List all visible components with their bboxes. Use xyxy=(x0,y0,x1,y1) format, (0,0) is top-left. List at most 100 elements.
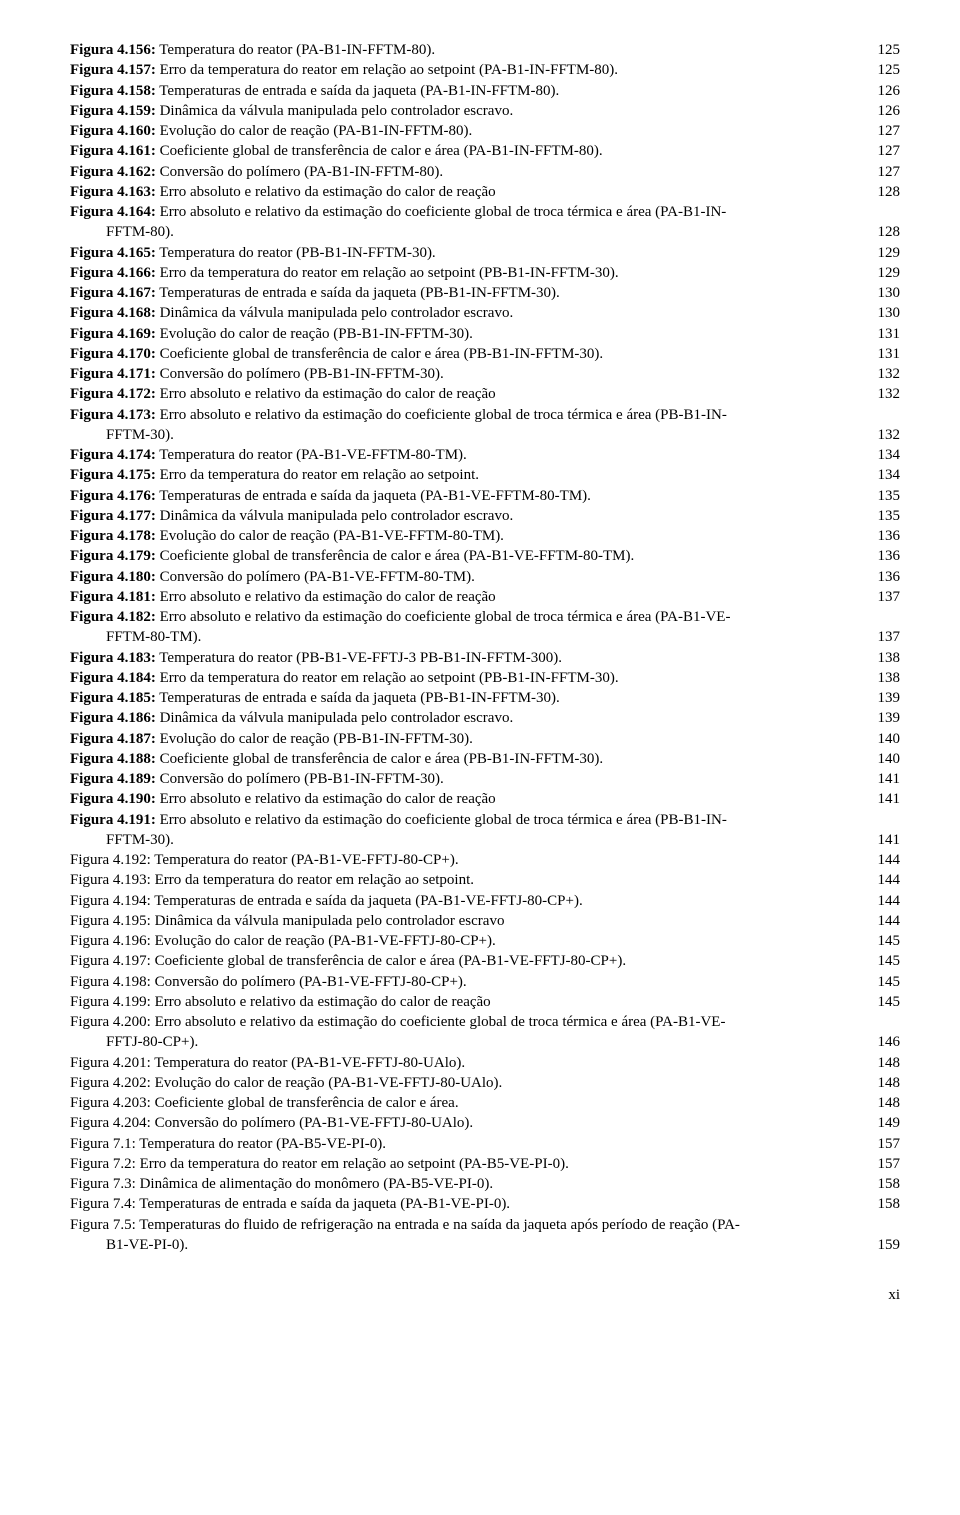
toc-entry: Figura 4.191: Erro absoluto e relativo d… xyxy=(70,810,900,830)
toc-entry-page: 138 xyxy=(874,668,901,688)
toc-entry-page: 136 xyxy=(874,526,901,546)
toc-entry-page: 135 xyxy=(874,486,901,506)
toc-entry-label: Figura 4.156: Temperatura do reator (PA-… xyxy=(70,40,435,60)
toc-entry: Figura 4.189: Conversão do polímero (PB-… xyxy=(70,769,900,789)
toc-entry-label: Figura 4.202: Evolução do calor de reaçã… xyxy=(70,1073,502,1093)
toc-entry: Figura 7.3: Dinâmica de alimentação do m… xyxy=(70,1174,900,1194)
toc-entry: Figura 4.190: Erro absoluto e relativo d… xyxy=(70,789,900,809)
toc-entry-continuation: B1-VE-PI-0).159 xyxy=(70,1235,900,1255)
toc-entry-label: Figura 4.186: Dinâmica da válvula manipu… xyxy=(70,708,513,728)
toc-entry-label: Figura 4.196: Evolução do calor de reaçã… xyxy=(70,931,496,951)
toc-entry-page: 139 xyxy=(874,708,901,728)
toc-entry-label: Figura 4.171: Conversão do polímero (PB-… xyxy=(70,364,444,384)
toc-entry: Figura 4.204: Conversão do polímero (PA-… xyxy=(70,1113,900,1133)
toc-entry-label: Figura 4.179: Coeficiente global de tran… xyxy=(70,546,634,566)
toc-entry-label: FFTM-80-TM). xyxy=(106,627,201,647)
toc-entry: Figura 4.176: Temperaturas de entrada e … xyxy=(70,486,900,506)
toc-entry-label: Figura 4.183: Temperatura do reator (PB-… xyxy=(70,648,562,668)
toc-entry: Figura 4.177: Dinâmica da válvula manipu… xyxy=(70,506,900,526)
toc-entry-page: 129 xyxy=(874,263,901,283)
toc-entry: Figura 4.201: Temperatura do reator (PA-… xyxy=(70,1053,900,1073)
toc-entry-label: Figura 4.194: Temperaturas de entrada e … xyxy=(70,891,583,911)
toc-entry-page: 132 xyxy=(874,384,901,404)
toc-entry-label: Figura 4.190: Erro absoluto e relativo d… xyxy=(70,789,496,809)
toc-entry-page: 144 xyxy=(874,891,901,911)
toc-entry: Figura 4.178: Evolução do calor de reaçã… xyxy=(70,526,900,546)
toc-entry-label: Figura 4.204: Conversão do polímero (PA-… xyxy=(70,1113,473,1133)
toc-entry-page: 139 xyxy=(874,688,901,708)
toc-entry-page: 127 xyxy=(874,141,901,161)
toc-entry-page: 137 xyxy=(874,587,901,607)
toc-entry: Figura 4.181: Erro absoluto e relativo d… xyxy=(70,587,900,607)
toc-entry: Figura 4.180: Conversão do polímero (PA-… xyxy=(70,567,900,587)
toc-entry-page: 127 xyxy=(874,162,901,182)
toc-entry: Figura 4.166: Erro da temperatura do rea… xyxy=(70,263,900,283)
toc-entry-page: 130 xyxy=(874,303,901,323)
toc-entry-continuation: FFTM-80).128 xyxy=(70,222,900,242)
toc-entry-label: Figura 4.163: Erro absoluto e relativo d… xyxy=(70,182,496,202)
toc-entry: Figura 4.194: Temperaturas de entrada e … xyxy=(70,891,900,911)
toc-entry-label: Figura 4.172: Erro absoluto e relativo d… xyxy=(70,384,496,404)
toc-entry-page: 141 xyxy=(874,830,901,850)
toc-entry-page: 140 xyxy=(874,749,901,769)
toc-entry-label: Figura 4.182: Erro absoluto e relativo d… xyxy=(70,607,730,627)
toc-entry-continuation: FFTJ-80-CP+).146 xyxy=(70,1032,900,1052)
toc-entry-label: Figura 4.198: Conversão do polímero (PA-… xyxy=(70,972,467,992)
toc-entry: Figura 4.179: Coeficiente global de tran… xyxy=(70,546,900,566)
toc-entry-page: 149 xyxy=(874,1113,901,1133)
toc-entry-label: Figura 4.177: Dinâmica da válvula manipu… xyxy=(70,506,513,526)
toc-entry: Figura 4.198: Conversão do polímero (PA-… xyxy=(70,972,900,992)
table-of-contents: Figura 4.156: Temperatura do reator (PA-… xyxy=(70,40,900,1255)
toc-entry-page: 132 xyxy=(874,364,901,384)
toc-entry: Figura 7.5: Temperaturas do fluido de re… xyxy=(70,1215,900,1235)
toc-entry-continuation: FFTM-30).141 xyxy=(70,830,900,850)
toc-entry: Figura 4.170: Coeficiente global de tran… xyxy=(70,344,900,364)
toc-entry-label: Figura 4.173: Erro absoluto e relativo d… xyxy=(70,405,727,425)
toc-entry-page: 131 xyxy=(874,324,901,344)
toc-entry-page: 148 xyxy=(874,1093,901,1113)
toc-entry: Figura 4.163: Erro absoluto e relativo d… xyxy=(70,182,900,202)
toc-entry-page: 148 xyxy=(874,1073,901,1093)
toc-entry-label: Figura 7.3: Dinâmica de alimentação do m… xyxy=(70,1174,493,1194)
toc-entry: Figura 4.202: Evolução do calor de reaçã… xyxy=(70,1073,900,1093)
toc-entry: Figura 4.185: Temperaturas de entrada e … xyxy=(70,688,900,708)
toc-entry: Figura 4.165: Temperatura do reator (PB-… xyxy=(70,243,900,263)
toc-entry: Figura 4.173: Erro absoluto e relativo d… xyxy=(70,405,900,425)
toc-entry: Figura 4.203: Coeficiente global de tran… xyxy=(70,1093,900,1113)
toc-entry-page: 144 xyxy=(874,850,901,870)
toc-entry-label: Figura 4.168: Dinâmica da válvula manipu… xyxy=(70,303,513,323)
toc-entry-label: Figura 4.165: Temperatura do reator (PB-… xyxy=(70,243,436,263)
toc-entry-page: 159 xyxy=(874,1235,901,1255)
toc-entry-label: Figura 4.199: Erro absoluto e relativo d… xyxy=(70,992,491,1012)
toc-entry-label: Figura 4.180: Conversão do polímero (PA-… xyxy=(70,567,475,587)
toc-entry-page: 157 xyxy=(874,1134,901,1154)
toc-entry-label: Figura 4.187: Evolução do calor de reaçã… xyxy=(70,729,473,749)
toc-entry-label: Figura 4.201: Temperatura do reator (PA-… xyxy=(70,1053,465,1073)
toc-entry: Figura 4.156: Temperatura do reator (PA-… xyxy=(70,40,900,60)
toc-entry-label: Figura 7.5: Temperaturas do fluido de re… xyxy=(70,1215,740,1235)
toc-entry-label: Figura 7.4: Temperaturas de entrada e sa… xyxy=(70,1194,510,1214)
toc-entry: Figura 4.182: Erro absoluto e relativo d… xyxy=(70,607,900,627)
toc-entry-continuation: FFTM-80-TM).137 xyxy=(70,627,900,647)
toc-entry-label: Figura 4.167: Temperaturas de entrada e … xyxy=(70,283,560,303)
toc-entry-label: Figura 4.191: Erro absoluto e relativo d… xyxy=(70,810,727,830)
toc-entry-label: Figura 4.157: Erro da temperatura do rea… xyxy=(70,60,618,80)
toc-entry-page: 125 xyxy=(874,60,901,80)
toc-entry-page: 128 xyxy=(874,182,901,202)
toc-entry: Figura 4.159: Dinâmica da válvula manipu… xyxy=(70,101,900,121)
toc-entry-page: 144 xyxy=(874,870,901,890)
toc-entry: Figura 4.172: Erro absoluto e relativo d… xyxy=(70,384,900,404)
toc-entry-page: 125 xyxy=(874,40,901,60)
toc-entry-label: Figura 4.176: Temperaturas de entrada e … xyxy=(70,486,591,506)
toc-entry: Figura 4.162: Conversão do polímero (PA-… xyxy=(70,162,900,182)
toc-entry-label: Figura 4.162: Conversão do polímero (PA-… xyxy=(70,162,443,182)
toc-entry-page: 126 xyxy=(874,81,901,101)
toc-entry-page: 136 xyxy=(874,546,901,566)
toc-entry-page: 136 xyxy=(874,567,901,587)
toc-entry-label: FFTM-80). xyxy=(106,222,174,242)
toc-entry: Figura 4.197: Coeficiente global de tran… xyxy=(70,951,900,971)
toc-entry: Figura 4.183: Temperatura do reator (PB-… xyxy=(70,648,900,668)
toc-entry: Figura 4.193: Erro da temperatura do rea… xyxy=(70,870,900,890)
toc-entry-page: 158 xyxy=(874,1174,901,1194)
toc-entry-label: Figura 4.169: Evolução do calor de reaçã… xyxy=(70,324,473,344)
